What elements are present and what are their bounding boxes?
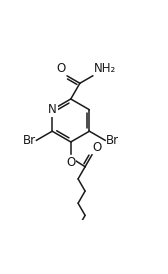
Text: NH₂: NH₂ bbox=[94, 62, 116, 75]
Text: O: O bbox=[56, 61, 66, 75]
Text: Br: Br bbox=[106, 134, 119, 147]
Text: O: O bbox=[66, 156, 75, 169]
Text: Br: Br bbox=[23, 134, 36, 147]
Text: O: O bbox=[93, 141, 102, 154]
Text: N: N bbox=[48, 103, 57, 116]
